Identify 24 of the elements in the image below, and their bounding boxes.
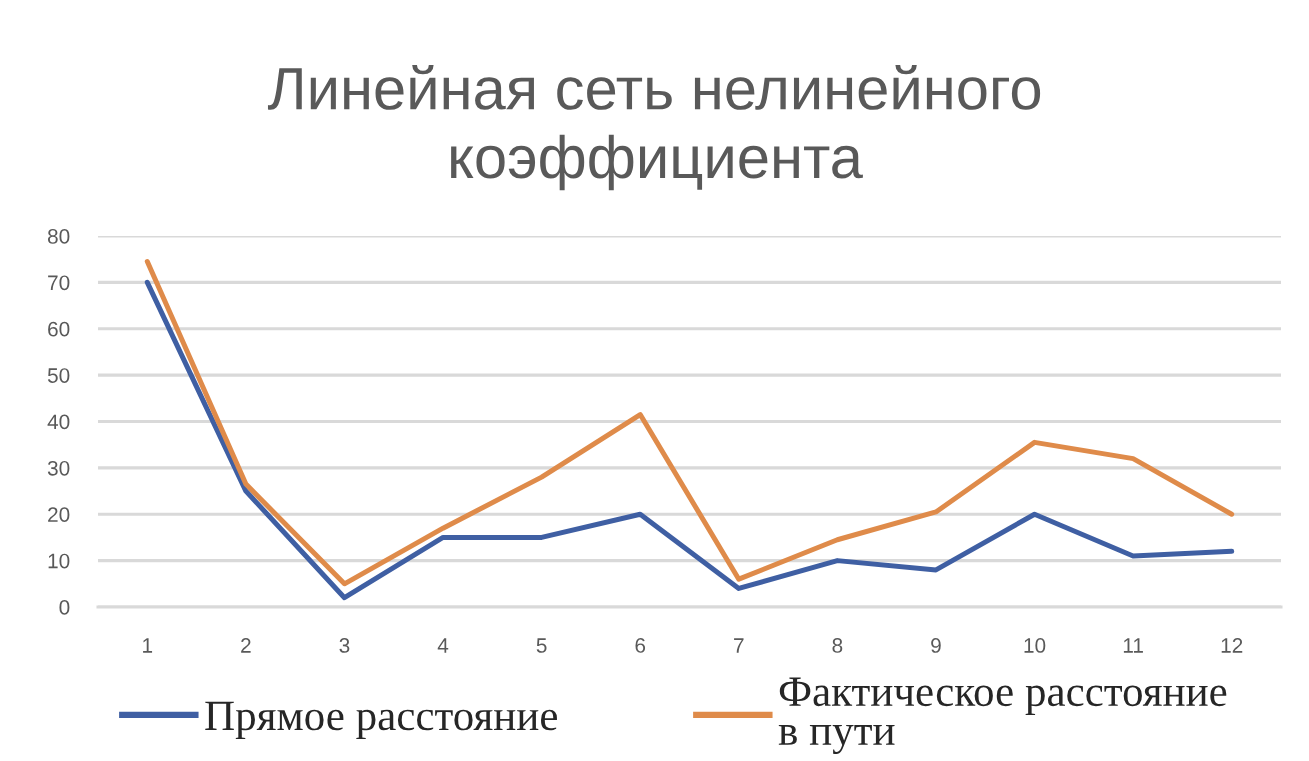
x-tick-label: 4 [437,638,449,653]
legend-label: Прямое расстояние [205,701,557,740]
y-tick-label: 10 [48,553,70,569]
x-tick-label: 9 [931,638,941,653]
y-tick-label: 0 [59,600,70,615]
x-tick-label: 3 [339,638,350,653]
y-tick-label: 20 [48,507,70,522]
x-tick-label: 12 [1221,638,1243,653]
x-tick-label: 2 [241,638,251,653]
y-tick-label: 70 [48,275,70,291]
y-tick-label: 80 [47,229,70,244]
legend-label: Фактическое расстояние в пути [778,677,1227,755]
x-tick-label: 7 [734,638,744,653]
y-tick-label: 40 [47,414,70,430]
x-tick-label: 6 [635,638,646,653]
x-tick-label: 11 [1123,638,1143,653]
x-tick-label: 1 [143,638,153,653]
y-tick-label: 60 [48,321,70,337]
y-tick-label: 30 [47,460,70,476]
x-tick-label: 8 [832,638,843,653]
y-tick-label: 50 [47,368,70,383]
x-tick-label: 5 [536,638,547,653]
x-tick-label: 10 [1024,638,1046,653]
chart-title: Линейная сеть нелинейного коэффициента [267,64,1041,191]
